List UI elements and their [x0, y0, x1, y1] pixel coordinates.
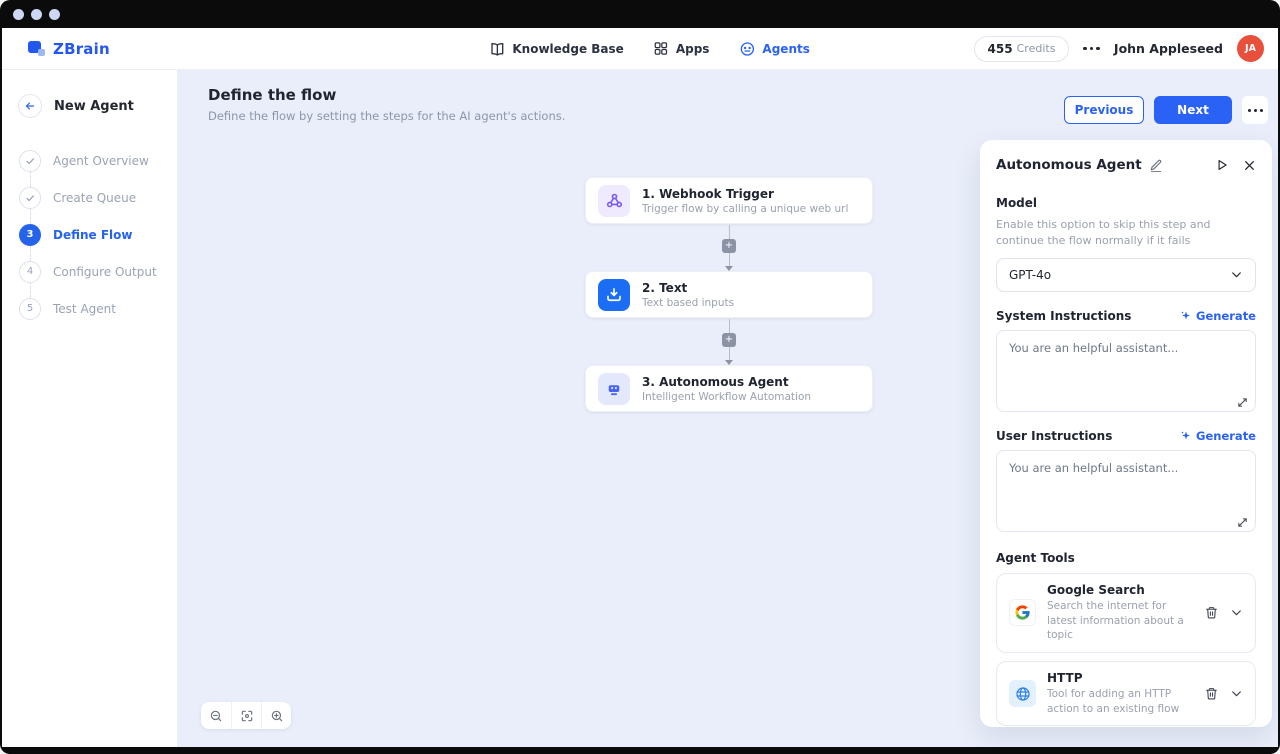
- step-agent-overview[interactable]: Agent Overview: [18, 142, 177, 187]
- zoom-out-button[interactable]: [201, 702, 231, 729]
- check-icon: [19, 186, 41, 209]
- arrow-down-icon: [725, 360, 733, 365]
- credits-badge[interactable]: 455 Credits: [973, 35, 1070, 62]
- expand-icon[interactable]: [1237, 517, 1248, 528]
- expand-icon[interactable]: [1237, 397, 1248, 408]
- generate-system-button[interactable]: Generate: [1180, 309, 1256, 323]
- flow-connector: +: [585, 319, 873, 365]
- chevron-down-icon: [1232, 272, 1241, 278]
- zbrain-logo[interactable]: ZBrain: [28, 40, 110, 58]
- webhook-icon: [598, 184, 630, 217]
- trash-icon[interactable]: [1205, 687, 1218, 700]
- system-instructions-input[interactable]: [996, 329, 1256, 412]
- add-step-button[interactable]: +: [722, 332, 736, 347]
- system-instructions-label: System Instructions: [996, 308, 1132, 323]
- app-header: ZBrain Knowledge Base Apps: [2, 28, 1278, 70]
- wizard-sidebar: New Agent Agent Overview Create Queue: [2, 70, 178, 747]
- brand-name: ZBrain: [53, 39, 110, 58]
- step-number: 3: [19, 223, 41, 246]
- model-select[interactable]: GPT-4o: [996, 257, 1256, 292]
- node-autonomous-agent[interactable]: 3. Autonomous Agent Intelligent Workflow…: [585, 365, 873, 412]
- add-step-button[interactable]: +: [722, 238, 736, 253]
- window-control-dot[interactable]: [13, 8, 24, 20]
- chevron-down-icon[interactable]: [1230, 606, 1243, 619]
- node-webhook-trigger[interactable]: 1. Webhook Trigger Trigger flow by calli…: [585, 177, 873, 224]
- edit-icon[interactable]: [1149, 158, 1163, 172]
- zoom-in-button[interactable]: [261, 702, 291, 729]
- arrow-down-icon: [725, 266, 733, 271]
- close-icon[interactable]: [1243, 159, 1256, 172]
- ellipsis-icon: [1247, 108, 1263, 112]
- previous-button[interactable]: Previous: [1064, 96, 1144, 124]
- nav-agents[interactable]: Agents: [739, 41, 810, 57]
- avatar[interactable]: JA: [1237, 35, 1264, 62]
- node-config-panel: Autonomous Agent: [980, 140, 1272, 727]
- page-title: Define the flow: [208, 86, 337, 104]
- model-description: Enable this option to skip this step and…: [996, 218, 1211, 247]
- tool-http[interactable]: HTTP Tool for adding an HTTP action to a…: [996, 660, 1256, 727]
- user-name: John Appleseed: [1113, 41, 1223, 56]
- next-button[interactable]: Next: [1154, 96, 1232, 124]
- window-control-dot[interactable]: [49, 8, 60, 20]
- flow-canvas[interactable]: Define the flow Define the flow by setti…: [178, 70, 1278, 747]
- step-define-flow[interactable]: 3 Define Flow: [18, 216, 177, 261]
- run-play-icon[interactable]: [1215, 158, 1229, 172]
- sparkle-icon: [1181, 311, 1191, 320]
- node-text[interactable]: 2. Text Text based inputs: [585, 271, 873, 318]
- more-options-icon[interactable]: [1083, 46, 1100, 51]
- step-create-queue[interactable]: Create Queue: [18, 179, 177, 224]
- page-subtitle: Define the flow by setting the steps for…: [208, 109, 566, 123]
- model-value: GPT-4o: [1009, 267, 1052, 282]
- window-titlebar: [0, 0, 1280, 28]
- nav-knowledge-base[interactable]: Knowledge Base: [489, 41, 624, 57]
- robot-icon: [598, 372, 630, 405]
- flow-connector: +: [585, 225, 873, 271]
- step-number: 4: [19, 260, 41, 283]
- wizard-title: New Agent: [54, 98, 134, 114]
- agent-face-icon: [739, 41, 755, 57]
- tool-google-search[interactable]: Google Search Search the internet for la…: [996, 572, 1256, 653]
- chevron-down-icon[interactable]: [1230, 687, 1243, 700]
- credits-label: Credits: [1016, 42, 1056, 55]
- panel-title: Autonomous Agent: [996, 157, 1142, 173]
- check-icon: [19, 149, 41, 172]
- nav-apps[interactable]: Apps: [654, 41, 709, 56]
- more-actions-button[interactable]: [1242, 96, 1268, 124]
- step-test-agent[interactable]: 5 Test Agent: [18, 290, 177, 327]
- canvas-zoom-toolbar: [201, 702, 291, 729]
- text-input-icon: [598, 278, 630, 311]
- step-number: 5: [19, 297, 41, 320]
- model-label: Model: [996, 196, 1038, 210]
- fit-view-button[interactable]: [231, 702, 261, 729]
- credits-value: 455: [987, 41, 1013, 56]
- agent-tools-label: Agent Tools: [996, 550, 1075, 565]
- generate-user-button[interactable]: Generate: [1180, 429, 1256, 443]
- back-button[interactable]: [18, 94, 42, 118]
- main-nav: Knowledge Base Apps Agents: [489, 28, 810, 69]
- globe-icon: [1009, 680, 1036, 708]
- sparkle-icon: [1181, 431, 1191, 440]
- zbrain-logo-icon: [28, 41, 45, 56]
- book-icon: [489, 41, 505, 57]
- google-icon: [1009, 599, 1036, 627]
- user-instructions-label: User Instructions: [996, 428, 1113, 443]
- user-instructions-input[interactable]: [996, 449, 1256, 532]
- apps-grid-icon: [654, 41, 669, 56]
- window-control-dot[interactable]: [31, 8, 42, 20]
- step-configure-output[interactable]: 4 Configure Output: [18, 253, 177, 298]
- trash-icon[interactable]: [1205, 606, 1218, 619]
